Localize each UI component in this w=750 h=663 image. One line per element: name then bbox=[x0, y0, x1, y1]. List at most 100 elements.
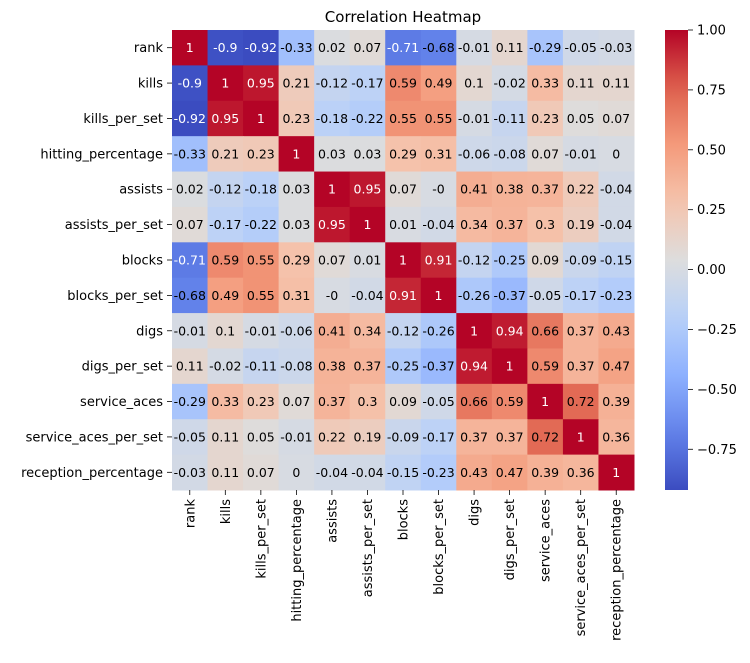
cell-value-label: 0.59 bbox=[211, 253, 239, 268]
cell-value-label: 0.95 bbox=[211, 111, 239, 126]
cell-value-label: 0.07 bbox=[354, 40, 382, 55]
cell-value-label: 0.49 bbox=[425, 76, 453, 91]
cell-value-label: 0.09 bbox=[389, 394, 417, 409]
x-tick-label: digs bbox=[468, 499, 483, 526]
x-tick-label: blocks bbox=[397, 499, 412, 540]
cell-value-label: 1 bbox=[257, 111, 265, 126]
cell-value-label: -0.04 bbox=[600, 217, 632, 232]
heatmap-cell bbox=[598, 277, 635, 314]
cell-value-label: 0.91 bbox=[425, 253, 453, 268]
cell-value-label: -0.17 bbox=[565, 288, 597, 303]
heatmap-cell bbox=[385, 277, 422, 314]
heatmap-cell bbox=[491, 171, 528, 208]
cell-value-label: -0.01 bbox=[458, 111, 490, 126]
cell-value-label: -0.12 bbox=[316, 76, 348, 91]
heatmap-cell bbox=[243, 454, 280, 491]
cell-value-label: -0.22 bbox=[351, 111, 383, 126]
cell-value-label: 0.02 bbox=[318, 40, 346, 55]
heatmap-cell bbox=[491, 383, 528, 420]
cell-value-label: 0.59 bbox=[496, 394, 524, 409]
cell-value-label: 0.37 bbox=[496, 217, 524, 232]
cell-value-label: 0.11 bbox=[567, 76, 595, 91]
cell-value-label: 0.07 bbox=[318, 253, 346, 268]
cell-value-label: -0 bbox=[326, 288, 339, 303]
heatmap-cell bbox=[456, 348, 493, 385]
cell-value-label: 0.94 bbox=[496, 323, 524, 338]
y-tick-label: service_aces_per_set bbox=[26, 430, 163, 445]
colorbar-tick-label: −0.75 bbox=[697, 443, 737, 458]
cell-value-label: 0.55 bbox=[247, 288, 275, 303]
heatmap-cell bbox=[491, 206, 528, 243]
heatmap-cell bbox=[598, 454, 635, 491]
heatmap-cell bbox=[349, 30, 386, 66]
heatmap-cell bbox=[456, 206, 493, 243]
cell-value-label: 0.41 bbox=[318, 323, 346, 338]
x-tick-label: service_aces bbox=[539, 499, 554, 582]
heatmap-cell bbox=[172, 65, 209, 102]
cell-value-label: 1 bbox=[292, 146, 300, 161]
cell-value-label: 0.22 bbox=[318, 429, 346, 444]
heatmap-cell bbox=[278, 242, 315, 279]
colorbar-tick-label: 1.00 bbox=[697, 24, 726, 39]
heatmap-cell bbox=[314, 65, 351, 102]
heatmap-cell bbox=[243, 419, 280, 456]
cell-value-label: -0.03 bbox=[174, 465, 206, 480]
heatmap-cell bbox=[420, 383, 457, 420]
cell-value-label: -0 bbox=[432, 182, 445, 197]
cell-value-label: -0.22 bbox=[245, 217, 277, 232]
heatmap-cell bbox=[598, 171, 635, 208]
heatmap-cells bbox=[172, 30, 635, 491]
heatmap-cell bbox=[527, 277, 564, 314]
cell-value-label: -0.33 bbox=[174, 146, 206, 161]
heatmap-cell bbox=[243, 277, 280, 314]
cell-value-label: 0.29 bbox=[389, 146, 417, 161]
heatmap-cell bbox=[562, 313, 599, 349]
heatmap-cell bbox=[491, 30, 528, 66]
x-tick-label: blocks_per_set bbox=[432, 499, 447, 595]
cell-value-label: 1 bbox=[399, 253, 407, 268]
colorbar-tick-label: 0.25 bbox=[697, 203, 726, 218]
heatmap-cell bbox=[207, 277, 244, 314]
colorbar-tick-label: 0.50 bbox=[697, 143, 726, 158]
cell-value-label: 0.37 bbox=[531, 182, 559, 197]
heatmap-cell bbox=[243, 383, 280, 420]
y-tick-label: kills_per_set bbox=[83, 112, 163, 127]
heatmap-cell bbox=[172, 30, 209, 66]
x-tick-label: kills bbox=[219, 499, 234, 524]
cell-value-label: 0.03 bbox=[282, 182, 310, 197]
cell-value-label: -0.33 bbox=[280, 40, 312, 55]
heatmap-cell bbox=[527, 454, 564, 491]
heatmap-cell bbox=[207, 313, 244, 349]
cell-value-label: 0.07 bbox=[176, 217, 204, 232]
cell-value-label: -0.15 bbox=[387, 465, 419, 480]
y-tick-label: assists_per_set bbox=[65, 218, 163, 233]
heatmap-cell bbox=[491, 348, 528, 385]
heatmap-cell bbox=[349, 419, 386, 456]
cell-value-label: 0.23 bbox=[282, 111, 310, 126]
x-tick-label: assists_per_set bbox=[361, 499, 376, 597]
cell-value-label: 0.21 bbox=[211, 146, 239, 161]
cell-value-label: -0.26 bbox=[458, 288, 490, 303]
heatmap-cell bbox=[314, 419, 351, 456]
y-tick-label: digs bbox=[136, 324, 163, 339]
heatmap-cell bbox=[598, 65, 635, 102]
cell-value-label: 1 bbox=[328, 182, 336, 197]
heatmap-cell bbox=[456, 242, 493, 279]
heatmap-cell bbox=[527, 383, 564, 420]
heatmap-cell bbox=[491, 419, 528, 456]
cell-value-label: -0.09 bbox=[565, 253, 597, 268]
cell-value-label: -0.71 bbox=[174, 253, 206, 268]
cell-value-label: 0.37 bbox=[460, 429, 488, 444]
heatmap-cell bbox=[598, 242, 635, 279]
cell-value-label: -0.12 bbox=[458, 253, 490, 268]
cell-value-label: -0.05 bbox=[565, 40, 597, 55]
heatmap-cell bbox=[385, 30, 422, 66]
cell-value-label: 0.03 bbox=[282, 217, 310, 232]
y-tick-label: assists bbox=[119, 183, 163, 198]
cell-value-label: 0.01 bbox=[389, 217, 417, 232]
heatmap-cell bbox=[562, 171, 599, 208]
cell-value-label: -0.11 bbox=[245, 359, 277, 374]
cell-value-label: 0.47 bbox=[602, 359, 630, 374]
heatmap-cell bbox=[314, 454, 351, 491]
heatmap-cell bbox=[562, 277, 599, 314]
